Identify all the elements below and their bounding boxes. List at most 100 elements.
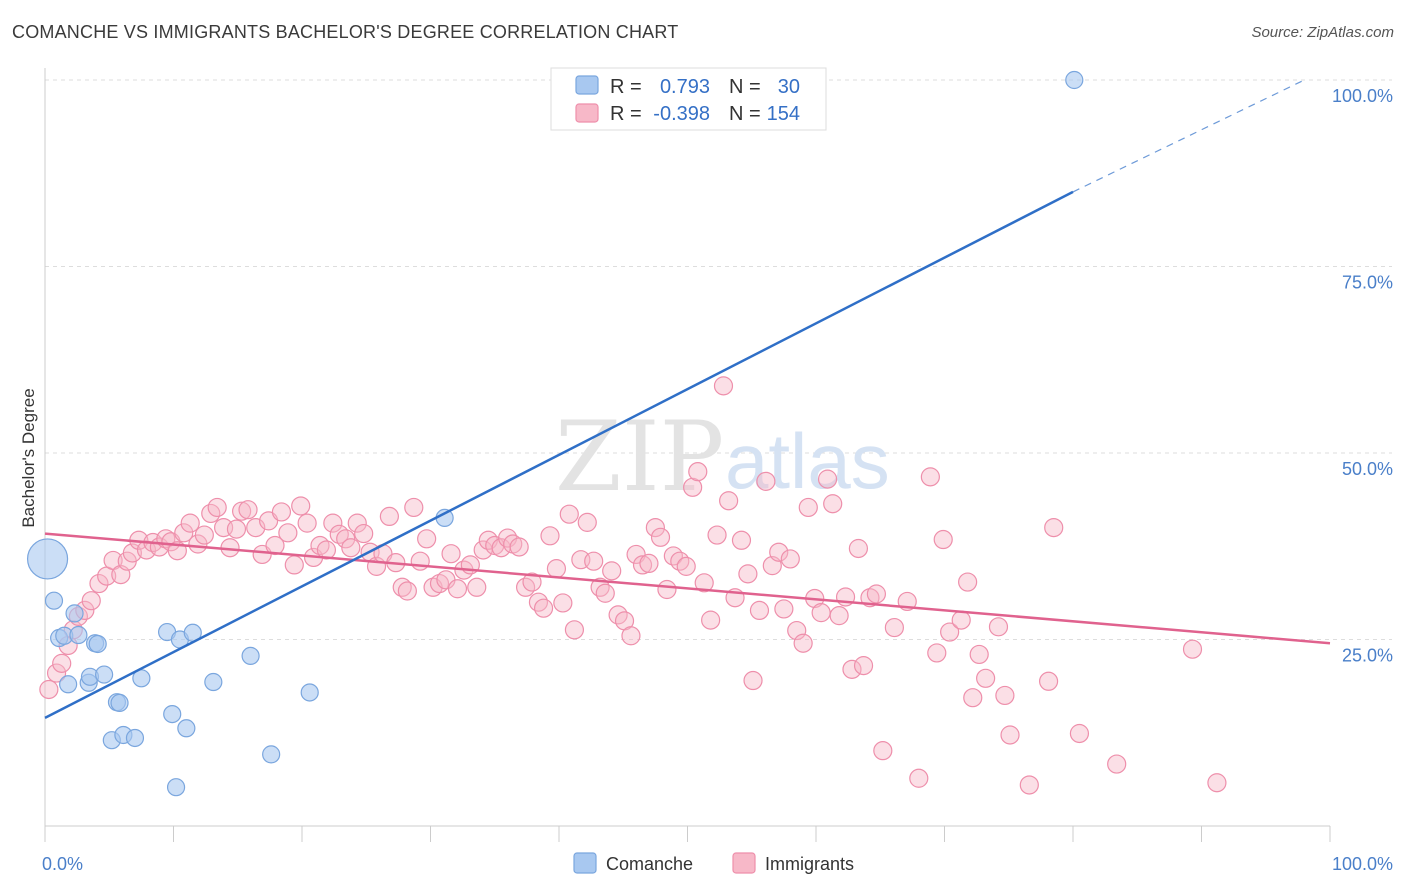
immigrants-point-97 — [650, 527, 671, 547]
immigrants-point-128 — [842, 659, 862, 679]
immigrants-point-130 — [853, 656, 874, 676]
immigrants-point-83 — [564, 620, 585, 640]
x-tick-label-max: 100.0% — [1332, 854, 1393, 874]
immigrants-point-119 — [787, 620, 807, 641]
immigrants-point-148 — [1000, 725, 1020, 745]
immigrants-point-118 — [780, 549, 800, 569]
axes — [44, 68, 1331, 842]
comanche-point-27 — [300, 683, 319, 702]
immigrants-point-142 — [958, 572, 978, 592]
immigrants-point-38 — [284, 555, 304, 575]
comanche-point-1 — [44, 591, 64, 610]
immigrants-point-13 — [122, 543, 142, 563]
immigrants-points — [39, 376, 1227, 795]
comanche-trend-extension — [1072, 79, 1305, 193]
comanche-point-16 — [125, 728, 145, 748]
immigrants-point-80 — [546, 559, 567, 579]
immigrants-point-107 — [713, 376, 734, 396]
comanche-point-29 — [1065, 70, 1084, 90]
immigrants-point-87 — [590, 577, 610, 597]
immigrants-point-137 — [920, 467, 940, 487]
comanche-point-24 — [204, 672, 223, 692]
immigrants-point-125 — [823, 494, 843, 514]
immigrants-point-95 — [639, 553, 659, 574]
immigrants-point-47 — [341, 538, 361, 558]
immigrants-point-104 — [694, 573, 714, 593]
series-legend-label-immigrants: Immigrants — [765, 854, 854, 874]
legend-r-value-comanche: 0.793 — [660, 76, 710, 98]
immigrants-point-152 — [1069, 723, 1090, 744]
immigrants-point-67 — [467, 577, 487, 597]
x-tick-label-min: 0.0% — [42, 854, 83, 874]
immigrants-point-82 — [559, 504, 579, 524]
immigrants-point-39 — [291, 496, 311, 516]
y-tick-label-75: 75.0% — [1342, 273, 1393, 293]
immigrants-point-36 — [271, 502, 292, 522]
immigrants-point-126 — [829, 606, 849, 626]
immigrants-point-147 — [995, 685, 1015, 706]
immigrants-point-85 — [577, 512, 597, 532]
immigrants-point-146 — [988, 617, 1009, 637]
comanche-point-11 — [95, 665, 114, 684]
immigrants-point-103 — [688, 462, 708, 482]
immigrants-point-151 — [1044, 517, 1064, 538]
legend-swatch-immigrants — [575, 103, 599, 123]
immigrants-point-79 — [540, 526, 560, 546]
y-axis-label: Bachelor's Degree — [19, 388, 38, 527]
comanche-point-25 — [241, 646, 260, 666]
immigrants-point-21 — [174, 523, 194, 543]
immigrants-point-59 — [417, 529, 437, 549]
immigrants-point-53 — [379, 506, 399, 527]
immigrants-point-89 — [602, 561, 622, 581]
series-legend-label-comanche: Comanche — [606, 854, 693, 874]
immigrants-point-31 — [238, 500, 258, 520]
immigrants-point-7 — [81, 591, 101, 611]
immigrants-point-57 — [404, 497, 424, 518]
comanche-point-0 — [26, 538, 69, 580]
immigrants-point-153 — [1107, 754, 1127, 774]
immigrants-point-114 — [756, 471, 776, 491]
immigrants-point-46 — [336, 529, 356, 549]
immigrants-point-144 — [969, 644, 989, 665]
legend-r-value-immigrants: -0.398 — [653, 103, 710, 125]
immigrants-point-139 — [933, 529, 953, 550]
y-tick-label-50: 50.0% — [1342, 459, 1393, 479]
immigrants-point-8 — [89, 573, 109, 594]
comanche-point-20 — [166, 778, 186, 797]
immigrants-point-98 — [657, 579, 677, 600]
comanche-point-28 — [435, 508, 454, 528]
immigrants-point-2 — [52, 653, 72, 673]
immigrants-point-0 — [39, 679, 59, 700]
immigrants-point-145 — [976, 668, 996, 688]
immigrants-point-35 — [265, 535, 285, 556]
comanche-point-6 — [69, 625, 88, 645]
legend-n-value-immigrants: 154 — [767, 103, 800, 125]
legend-r-label-comanche: R = — [610, 76, 642, 98]
y-tick-labels: 25.0% 50.0% 75.0% 100.0% — [1332, 86, 1393, 666]
immigrants-point-100 — [670, 551, 690, 571]
immigrants-point-123 — [811, 603, 831, 623]
immigrants-point-154 — [1182, 639, 1203, 659]
immigrants-point-129 — [848, 538, 869, 559]
series-legend-swatch-comanche — [573, 852, 597, 874]
watermark-atlas: atlas — [725, 417, 890, 505]
immigrants-point-134 — [884, 617, 904, 638]
immigrants-point-40 — [297, 513, 317, 533]
immigrants-point-143 — [963, 688, 983, 708]
immigrants-point-81 — [553, 593, 573, 613]
immigrants-point-77 — [528, 592, 549, 612]
immigrants-point-96 — [645, 517, 665, 538]
immigrants-point-116 — [769, 542, 789, 562]
immigrants-point-49 — [354, 523, 374, 544]
immigrants-point-63 — [441, 544, 461, 564]
series-legend: Comanche Immigrants — [573, 852, 854, 874]
immigrants-point-94 — [632, 555, 653, 575]
immigrants-point-75 — [515, 577, 536, 597]
series-legend-swatch-immigrants — [732, 852, 756, 874]
immigrants-point-110 — [731, 530, 752, 550]
immigrants-point-133 — [873, 741, 893, 761]
immigrants-point-56 — [397, 581, 417, 601]
immigrants-point-44 — [323, 513, 343, 533]
immigrants-point-88 — [595, 583, 615, 603]
legend-n-label-comanche: N = — [729, 76, 761, 98]
